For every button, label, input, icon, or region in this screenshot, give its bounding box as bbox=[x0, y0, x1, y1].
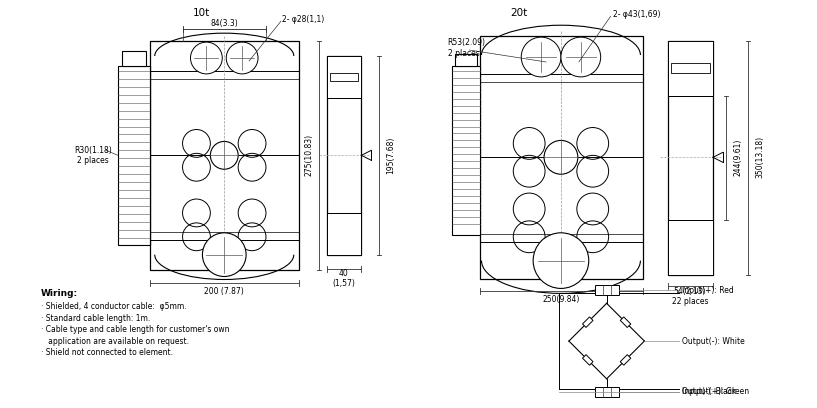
Text: 10t: 10t bbox=[193, 8, 210, 18]
Circle shape bbox=[210, 142, 239, 169]
Text: Output(+): Green: Output(+): Green bbox=[682, 387, 749, 396]
Bar bbox=[329, 73, 359, 81]
Text: 2- φ43(1,69): 2- φ43(1,69) bbox=[613, 10, 660, 19]
Circle shape bbox=[190, 42, 222, 74]
Bar bbox=[327, 56, 361, 98]
Circle shape bbox=[561, 37, 600, 77]
Bar bbox=[452, 66, 480, 235]
Text: · Shielded, 4 conductor cable:  φ5mm.: · Shielded, 4 conductor cable: φ5mm. bbox=[41, 302, 186, 311]
Bar bbox=[668, 41, 713, 275]
Bar bbox=[122, 51, 145, 66]
Text: 200 (7.87): 200 (7.87) bbox=[204, 287, 244, 296]
Text: 54(2.13)
22 places: 54(2.13) 22 places bbox=[672, 287, 708, 306]
Text: 244(9.61): 244(9.61) bbox=[733, 139, 742, 176]
Bar bbox=[480, 36, 644, 279]
Bar bbox=[118, 66, 150, 245]
Text: 250(9.84): 250(9.84) bbox=[542, 295, 579, 304]
Text: R53(2.09)
2 places: R53(2.09) 2 places bbox=[448, 38, 486, 58]
Circle shape bbox=[226, 42, 258, 74]
Polygon shape bbox=[583, 317, 593, 328]
Text: 195(7.68): 195(7.68) bbox=[386, 137, 395, 174]
Text: R30(1.18)
2 places: R30(1.18) 2 places bbox=[74, 146, 112, 165]
Circle shape bbox=[521, 37, 561, 77]
Polygon shape bbox=[620, 355, 631, 365]
Text: Wiring:: Wiring: bbox=[41, 289, 78, 298]
Polygon shape bbox=[620, 317, 631, 328]
Text: 40
(1,57): 40 (1,57) bbox=[332, 269, 355, 288]
Bar bbox=[668, 220, 713, 275]
Text: Output(-): White: Output(-): White bbox=[682, 337, 745, 346]
Text: application are available on request.: application are available on request. bbox=[41, 337, 189, 346]
Bar bbox=[672, 63, 710, 73]
Text: · Cable type and cable length for customer's own: · Cable type and cable length for custom… bbox=[41, 325, 229, 334]
Circle shape bbox=[534, 233, 589, 288]
Bar bbox=[150, 41, 299, 270]
Bar bbox=[668, 41, 713, 96]
Text: 20t: 20t bbox=[511, 8, 528, 18]
Text: 275(10.83): 275(10.83) bbox=[304, 134, 313, 176]
Text: 2- φ28(1,1): 2- φ28(1,1) bbox=[282, 15, 324, 24]
Text: Input(-): Black: Input(-): Black bbox=[682, 387, 736, 396]
Polygon shape bbox=[583, 355, 593, 365]
Bar bbox=[455, 54, 476, 66]
Bar bbox=[327, 213, 361, 255]
Circle shape bbox=[544, 140, 578, 174]
Text: 350(13.18): 350(13.18) bbox=[755, 136, 764, 178]
Bar bbox=[595, 387, 618, 397]
Bar bbox=[327, 56, 361, 255]
Text: · Shield not connected to element.: · Shield not connected to element. bbox=[41, 348, 172, 357]
Text: Input(+): Red: Input(+): Red bbox=[682, 286, 734, 295]
Text: 84(3.3): 84(3.3) bbox=[211, 19, 238, 28]
Circle shape bbox=[203, 233, 246, 277]
Bar bbox=[595, 286, 618, 295]
Text: · Standard cable length: 1m.: · Standard cable length: 1m. bbox=[41, 314, 150, 323]
